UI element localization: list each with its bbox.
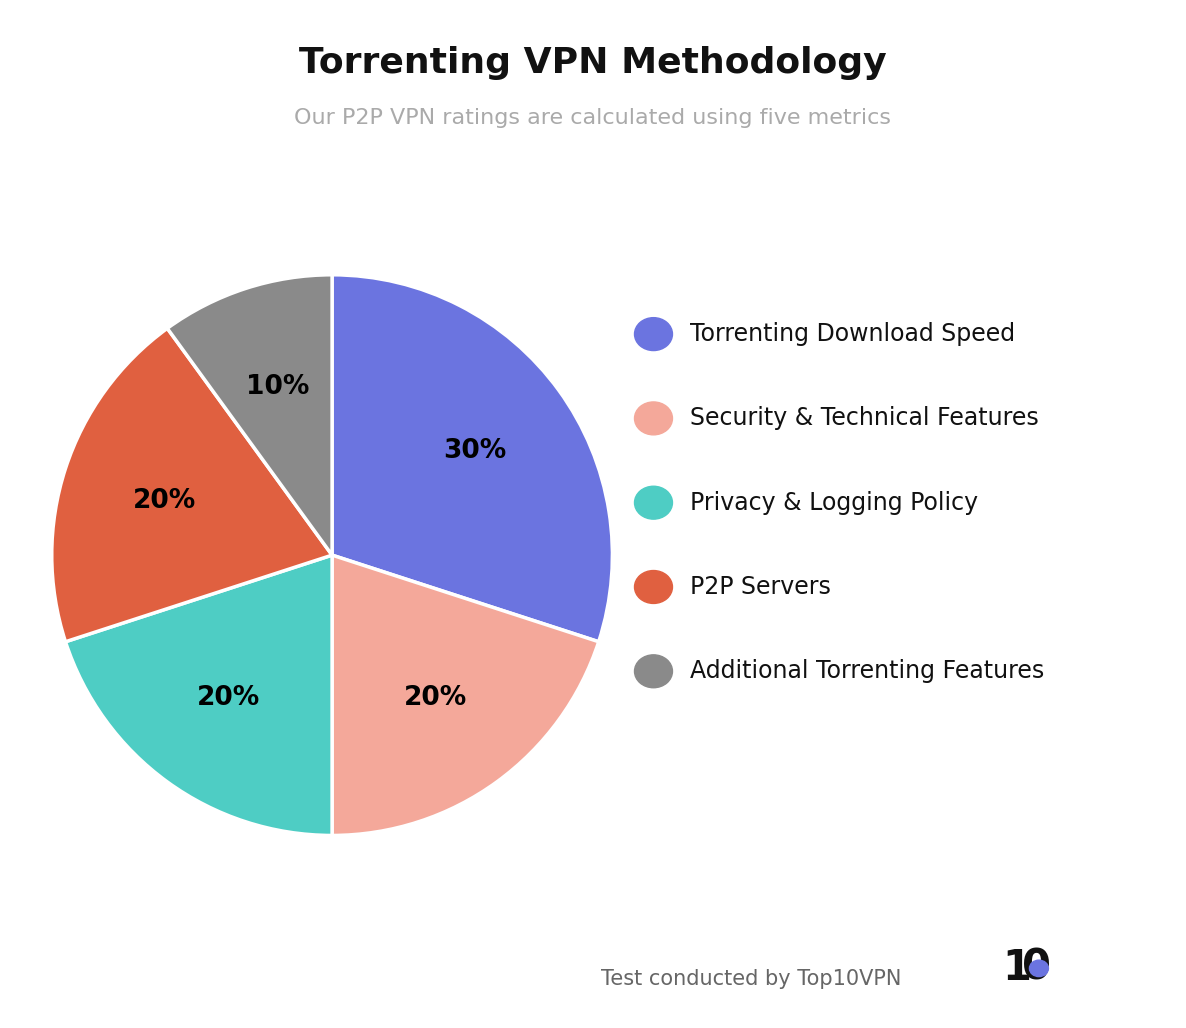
- Text: 20%: 20%: [404, 685, 467, 711]
- Text: Torrenting VPN Methodology: Torrenting VPN Methodology: [299, 46, 887, 80]
- Text: P2P Servers: P2P Servers: [690, 575, 831, 599]
- Wedge shape: [332, 555, 599, 836]
- Wedge shape: [52, 328, 332, 641]
- Text: Privacy & Logging Policy: Privacy & Logging Policy: [690, 490, 978, 515]
- Text: 10%: 10%: [246, 374, 310, 400]
- Text: Test conducted by Top10VPN: Test conducted by Top10VPN: [601, 969, 901, 989]
- Wedge shape: [167, 274, 332, 555]
- Text: Security & Technical Features: Security & Technical Features: [690, 406, 1039, 431]
- Wedge shape: [65, 555, 332, 836]
- Text: Torrenting Download Speed: Torrenting Download Speed: [690, 322, 1015, 346]
- Text: Additional Torrenting Features: Additional Torrenting Features: [690, 659, 1045, 684]
- Text: 30%: 30%: [444, 438, 506, 465]
- Wedge shape: [332, 274, 612, 641]
- Text: 20%: 20%: [197, 685, 260, 711]
- Text: 1: 1: [1002, 947, 1031, 989]
- Text: 0: 0: [1022, 947, 1051, 989]
- Text: Our P2P VPN ratings are calculated using five metrics: Our P2P VPN ratings are calculated using…: [294, 108, 892, 127]
- Text: 20%: 20%: [133, 487, 196, 514]
